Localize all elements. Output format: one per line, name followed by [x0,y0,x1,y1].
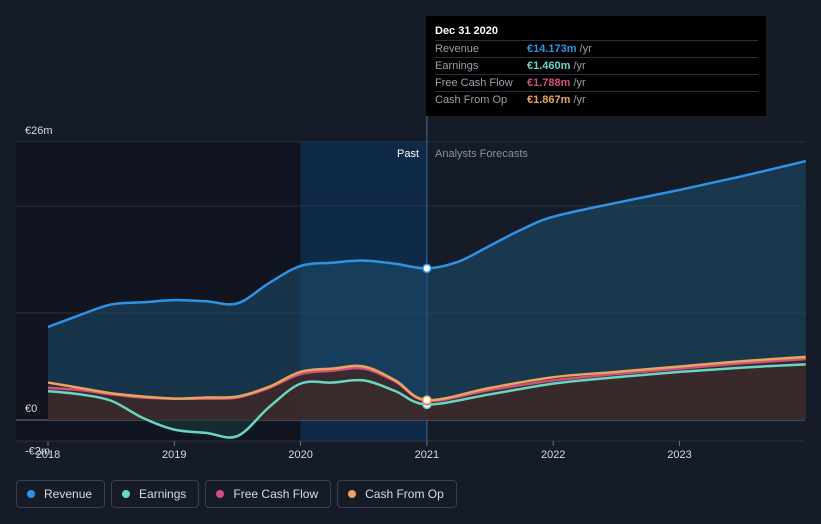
y-tick-label: -€2m [25,445,50,457]
line-cfo [47,355,806,402]
tooltip-date: Dec 31 2020 [435,25,498,37]
x-tick-label: 2023 [667,449,691,461]
legend-label: Revenue [44,487,93,501]
x-tick-label: 2018 [36,449,60,461]
tooltip-label: Cash From Op [435,94,508,106]
series-lines [47,159,807,439]
tooltip-row-fcf: Free Cash Flow €1.788m /yr [435,74,758,91]
legend-dot-icon [27,490,35,498]
past-label: Past [397,148,419,160]
tooltip-unit: /yr [573,77,586,89]
marker-cfo [422,395,432,405]
marker-revenue [422,263,432,274]
line-earnings [47,363,806,439]
tooltip-value: €1.867m [527,94,571,106]
legend-label: Cash From Op [365,487,444,501]
hover-tooltip: Dec 31 2020 Revenue €14.173m /yr Earning… [426,16,766,116]
legend-item-earnings[interactable]: Earnings [111,480,200,508]
chart-legend: Revenue Earnings Free Cash Flow Cash Fro… [16,480,457,508]
tooltip-value: €1.460m [527,60,571,72]
tooltip-label: Revenue [435,43,480,55]
tooltip-value: €1.788m [527,77,571,89]
x-tick-label: 2019 [162,449,186,461]
tooltip-row-cfo: Cash From Op €1.867m /yr [435,91,758,108]
legend-dot-icon [348,490,357,498]
hover-markers [422,263,432,410]
tooltip-label: Earnings [435,60,479,72]
tooltip-row-earnings: Earnings €1.460m /yr [435,57,758,74]
tooltip-unit: /yr [579,43,592,55]
y-tick-label: €26m [25,125,53,137]
tooltip-row-revenue: Revenue €14.173m /yr [435,40,758,57]
legend-label: Earnings [139,487,187,501]
x-tick-label: 2022 [541,449,565,461]
line-revenue [47,159,807,329]
y-tick-label: €0 [25,403,37,415]
legend-item-cash-from-op[interactable]: Cash From Op [337,480,457,508]
legend-item-free-cash-flow[interactable]: Free Cash Flow [205,480,332,508]
x-tick-label: 2021 [415,449,439,461]
legend-dot-icon [216,490,225,498]
x-tick-label: 2020 [288,449,312,461]
tooltip-value: €14.173m [527,43,577,55]
legend-dot-icon [122,490,131,498]
tooltip-unit: /yr [573,60,586,72]
tooltip-unit: /yr [573,94,586,106]
forecast-label: Analysts Forecasts [435,148,528,160]
tooltip-label: Free Cash Flow [435,77,513,89]
legend-item-revenue[interactable]: Revenue [16,480,106,508]
area-revenue [48,161,806,420]
legend-label: Free Cash Flow [233,487,319,501]
